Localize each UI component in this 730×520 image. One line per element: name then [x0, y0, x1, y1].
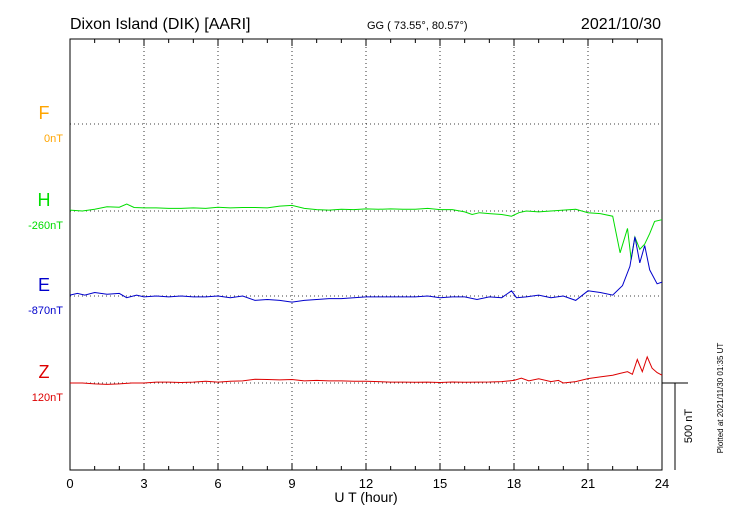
x-tick-label: 9 — [288, 476, 295, 491]
baseline-label-z: 120nT — [32, 392, 63, 404]
x-tick-label: 0 — [66, 476, 73, 491]
x-tick-label: 24 — [655, 476, 669, 491]
x-tick-label: 3 — [140, 476, 147, 491]
grid-lines — [70, 39, 662, 470]
x-tick-label: 12 — [359, 476, 373, 491]
series-h-line — [69, 203, 663, 260]
series-traces — [69, 203, 663, 385]
x-tick-label: 6 — [214, 476, 221, 491]
component-label-h: H — [38, 190, 51, 210]
x-axis-ticks — [69, 39, 663, 470]
baseline-label-f: 0nT — [44, 133, 63, 145]
baseline-label-h: -260nT — [28, 220, 63, 232]
geographic-coordinates: GG ( 73.55°, 80.57°) — [367, 20, 468, 32]
series-z-line — [70, 355, 663, 385]
scale-bar: 500 nT — [662, 382, 695, 470]
x-tick-label: 18 — [507, 476, 521, 491]
series-e-line — [69, 236, 663, 303]
x-axis-tick-labels: 0 3 6 9 12 15 18 21 24 — [66, 476, 669, 491]
component-label-f: F — [39, 103, 50, 123]
plotted-timestamp: Plotted at 2021/11/30 01:35 UT — [716, 343, 725, 454]
x-tick-label: 21 — [581, 476, 595, 491]
date-label: 2021/10/30 — [581, 16, 661, 33]
x-axis-label: U T (hour) — [334, 489, 397, 505]
component-label-z: Z — [39, 362, 50, 382]
scale-bar-label: 500 nT — [683, 409, 695, 444]
component-labels: F 0nT H -260nT E -870nT Z 120nT — [28, 103, 63, 404]
component-label-e: E — [38, 275, 50, 295]
baseline-label-e: -870nT — [28, 305, 63, 317]
station-title: Dixon Island (DIK) [AARI] — [70, 16, 251, 33]
x-tick-label: 15 — [433, 476, 447, 491]
